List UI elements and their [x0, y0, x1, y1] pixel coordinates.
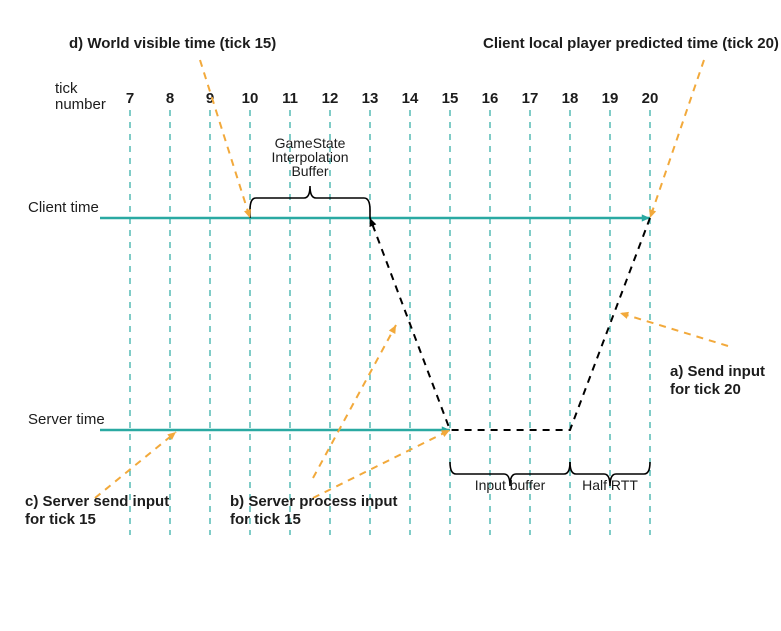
brace-label: Half RTT	[582, 477, 638, 493]
server-timeline-label: Server time	[28, 411, 105, 428]
tick-label: 12	[322, 90, 339, 107]
tick-label: 8	[166, 90, 174, 107]
tick-label: 11	[282, 90, 298, 107]
brace-label: Input buffer	[475, 477, 546, 493]
tick-label: 16	[482, 90, 499, 107]
tick-label: 19	[602, 90, 619, 107]
label-d: d) World visible time (tick 15)	[69, 35, 276, 52]
client-timeline-label: Client time	[28, 199, 99, 216]
tick-label: 20	[642, 90, 659, 107]
background	[0, 0, 781, 631]
tick-label: 17	[522, 90, 539, 107]
tick-label: 13	[362, 90, 379, 107]
tick-label: 18	[562, 90, 579, 107]
label-client-predicted: Client local player predicted time (tick…	[483, 35, 779, 52]
tick-label: 15	[442, 90, 459, 107]
tick-label: 10	[242, 90, 259, 107]
tick-label: 14	[402, 90, 419, 107]
tick-label: 7	[126, 90, 134, 107]
